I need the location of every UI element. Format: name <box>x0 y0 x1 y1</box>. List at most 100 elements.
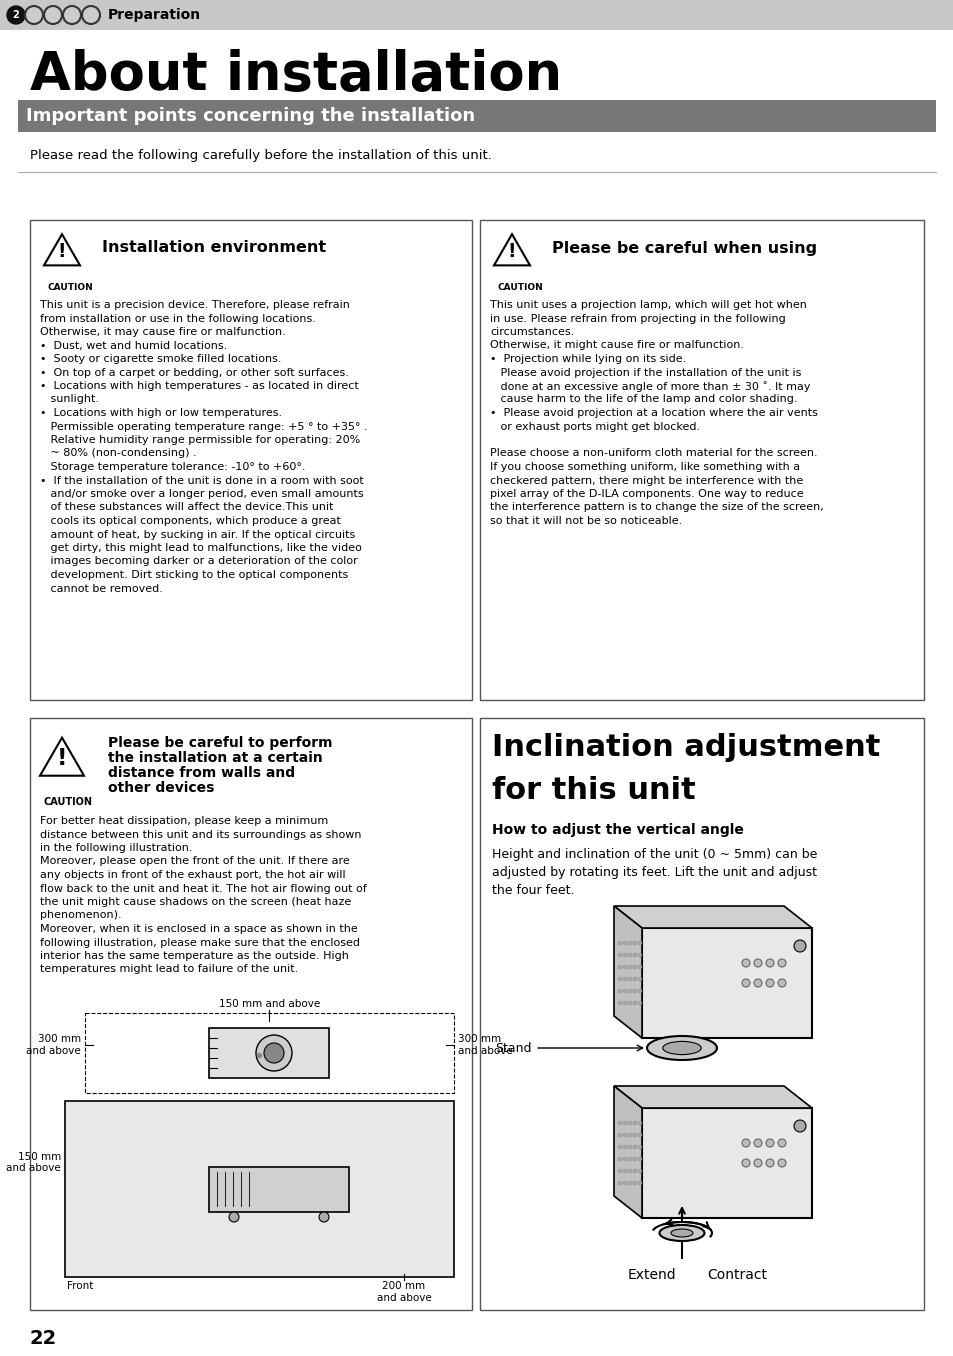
Circle shape <box>633 953 637 957</box>
Circle shape <box>627 1181 631 1185</box>
Circle shape <box>44 5 62 24</box>
Polygon shape <box>494 235 530 266</box>
Circle shape <box>622 941 626 945</box>
Text: Height and inclination of the unit (0 ~ 5mm) can be: Height and inclination of the unit (0 ~ … <box>492 848 817 861</box>
Circle shape <box>82 5 100 24</box>
Text: 22: 22 <box>30 1329 57 1348</box>
Polygon shape <box>614 906 811 928</box>
Circle shape <box>627 1001 631 1005</box>
Text: temperatures might lead to failure of the unit.: temperatures might lead to failure of th… <box>40 964 298 975</box>
Circle shape <box>622 1001 626 1005</box>
Circle shape <box>627 1121 631 1125</box>
Text: If you choose something uniform, like something with a: If you choose something uniform, like so… <box>490 462 800 472</box>
Circle shape <box>633 1121 637 1125</box>
Text: the interference pattern is to change the size of the screen,: the interference pattern is to change th… <box>490 503 822 513</box>
Text: •  Dust, wet and humid locations.: • Dust, wet and humid locations. <box>40 340 227 350</box>
Circle shape <box>765 1159 773 1168</box>
Text: any objects in front of the exhaust port, the hot air will: any objects in front of the exhaust port… <box>40 871 345 880</box>
Circle shape <box>627 978 631 980</box>
Text: Please be careful to perform: Please be careful to perform <box>108 736 333 750</box>
Text: About installation: About installation <box>30 49 561 100</box>
Circle shape <box>622 978 626 980</box>
Text: and/or smoke over a longer period, even small amounts: and/or smoke over a longer period, even … <box>40 490 363 499</box>
Text: For better heat dissipation, please keep a minimum: For better heat dissipation, please keep… <box>40 816 328 826</box>
Polygon shape <box>614 906 641 1037</box>
Circle shape <box>638 1134 641 1136</box>
Circle shape <box>765 979 773 987</box>
Polygon shape <box>44 235 80 266</box>
Circle shape <box>618 1144 621 1149</box>
FancyBboxPatch shape <box>18 100 935 132</box>
Circle shape <box>618 1169 621 1173</box>
Text: cools its optical components, which produce a great: cools its optical components, which prod… <box>40 517 340 526</box>
Text: Storage temperature tolerance: -10° to +60°.: Storage temperature tolerance: -10° to +… <box>40 462 305 472</box>
Text: •  Locations with high temperatures - as located in direct: • Locations with high temperatures - as … <box>40 381 358 391</box>
Circle shape <box>627 965 631 970</box>
Circle shape <box>638 953 641 957</box>
Circle shape <box>618 965 621 970</box>
Circle shape <box>638 989 641 993</box>
Circle shape <box>627 1134 631 1136</box>
Circle shape <box>618 1134 621 1136</box>
Circle shape <box>633 1181 637 1185</box>
Text: Relative humidity range permissible for operating: 20%: Relative humidity range permissible for … <box>40 435 360 445</box>
Circle shape <box>25 5 43 24</box>
Circle shape <box>622 1144 626 1149</box>
Ellipse shape <box>659 1224 703 1241</box>
Text: 150 mm and above: 150 mm and above <box>218 999 320 1009</box>
Text: •  Please avoid projection at a location where the air vents: • Please avoid projection at a location … <box>490 408 817 418</box>
Text: Please be careful when using: Please be careful when using <box>552 240 817 255</box>
Text: done at an excessive angle of more than ± 30 ˚. It may: done at an excessive angle of more than … <box>490 381 810 392</box>
Text: •  On top of a carpet or bedding, or other soft surfaces.: • On top of a carpet or bedding, or othe… <box>40 367 349 377</box>
Polygon shape <box>40 738 84 776</box>
Text: !: ! <box>58 241 66 260</box>
Text: Installation environment: Installation environment <box>102 240 326 255</box>
Text: the four feet.: the four feet. <box>492 884 574 898</box>
Text: circumstances.: circumstances. <box>490 327 574 338</box>
Text: following illustration, please make sure that the enclosed: following illustration, please make sure… <box>40 937 359 948</box>
Text: images becoming darker or a deterioration of the color: images becoming darker or a deterioratio… <box>40 556 357 567</box>
Text: How to adjust the vertical angle: How to adjust the vertical angle <box>492 823 743 837</box>
Circle shape <box>778 1139 785 1147</box>
Circle shape <box>622 1169 626 1173</box>
Circle shape <box>753 959 761 967</box>
Text: ~ 80% (non-condensing) .: ~ 80% (non-condensing) . <box>40 449 196 458</box>
Text: Otherwise, it may cause fire or malfunction.: Otherwise, it may cause fire or malfunct… <box>40 327 286 338</box>
Text: !: ! <box>56 747 67 770</box>
FancyBboxPatch shape <box>209 1028 329 1078</box>
Text: in use. Please refrain from projecting in the following: in use. Please refrain from projecting i… <box>490 313 785 324</box>
Circle shape <box>633 978 637 980</box>
Text: This unit is a precision device. Therefore, please refrain: This unit is a precision device. Therefo… <box>40 300 350 311</box>
Text: for this unit: for this unit <box>492 776 695 805</box>
Circle shape <box>622 965 626 970</box>
Text: 200 mm
and above: 200 mm and above <box>376 1281 431 1303</box>
Text: •  Sooty or cigarette smoke filled locations.: • Sooty or cigarette smoke filled locati… <box>40 354 281 363</box>
Circle shape <box>638 1169 641 1173</box>
Text: adjusted by rotating its feet. Lift the unit and adjust: adjusted by rotating its feet. Lift the … <box>492 866 816 879</box>
Ellipse shape <box>662 1041 700 1055</box>
Text: 2: 2 <box>12 9 19 20</box>
Ellipse shape <box>670 1229 692 1237</box>
Text: or exhaust ports might get blocked.: or exhaust ports might get blocked. <box>490 422 700 431</box>
Text: Important points concerning the installation: Important points concerning the installa… <box>26 107 475 125</box>
Circle shape <box>618 941 621 945</box>
Circle shape <box>741 1159 749 1168</box>
FancyBboxPatch shape <box>641 1108 811 1218</box>
Text: distance from walls and: distance from walls and <box>108 766 294 780</box>
Text: CAUTION: CAUTION <box>48 283 93 292</box>
Text: distance between this unit and its surroundings as shown: distance between this unit and its surro… <box>40 830 361 839</box>
Text: sunlight.: sunlight. <box>40 395 99 404</box>
Circle shape <box>633 1001 637 1005</box>
Circle shape <box>638 1144 641 1149</box>
Circle shape <box>622 1181 626 1185</box>
Circle shape <box>633 1144 637 1149</box>
Text: 300 mm
and above: 300 mm and above <box>27 1035 81 1056</box>
Circle shape <box>753 1139 761 1147</box>
Text: Contract: Contract <box>706 1268 766 1281</box>
Polygon shape <box>614 1086 641 1218</box>
Circle shape <box>264 1043 284 1063</box>
Text: CAUTION: CAUTION <box>497 283 543 292</box>
Circle shape <box>638 978 641 980</box>
Circle shape <box>741 979 749 987</box>
Circle shape <box>793 940 805 952</box>
